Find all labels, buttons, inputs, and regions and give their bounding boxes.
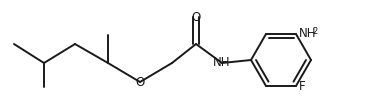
Text: NH: NH [213, 56, 231, 70]
Text: F: F [299, 80, 306, 94]
Text: NH: NH [299, 27, 317, 39]
Text: O: O [191, 10, 201, 24]
Text: O: O [135, 76, 145, 88]
Text: 2: 2 [312, 27, 317, 36]
